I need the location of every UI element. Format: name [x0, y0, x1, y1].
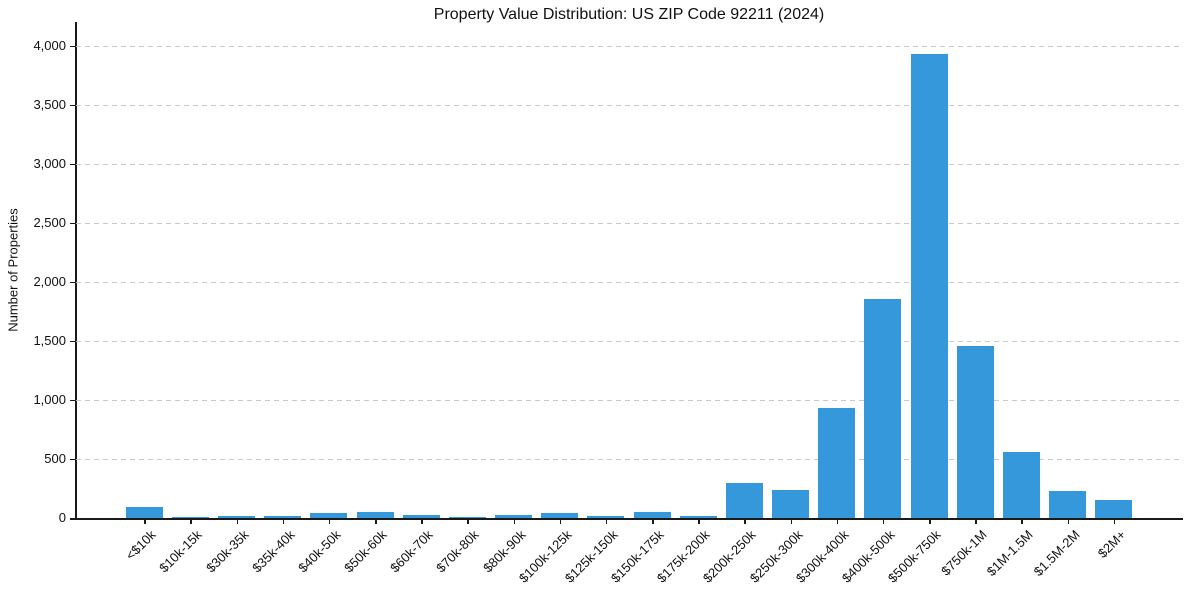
bar — [495, 515, 533, 518]
bar — [218, 516, 256, 518]
x-tick-label: $1.5M-2M — [1030, 527, 1083, 579]
y-tick-label: 1,500 — [33, 332, 66, 348]
chart-title: Property Value Distribution: US ZIP Code… — [433, 6, 825, 23]
x-tick-mark — [882, 519, 885, 524]
bar — [679, 516, 717, 518]
x-tick-label: $50k-60k — [341, 527, 390, 576]
x-tick-mark — [1021, 519, 1023, 524]
bar — [910, 53, 948, 518]
x-tick-mark — [282, 519, 285, 524]
x-tick-mark — [1113, 519, 1116, 524]
gridline — [76, 163, 1183, 165]
x-tick-mark — [328, 519, 331, 524]
bar — [1095, 500, 1133, 518]
x-tick-label: $10k-15k — [156, 527, 206, 576]
x-tick-label: $750k-1M — [938, 527, 990, 579]
y-tick-mark — [70, 45, 75, 48]
gridline — [76, 45, 1183, 47]
bar — [864, 298, 902, 518]
y-tick-label: 2,500 — [33, 214, 66, 230]
x-tick-mark — [236, 519, 239, 524]
bar — [772, 489, 810, 518]
bar — [587, 515, 625, 518]
bar — [541, 512, 579, 518]
bar — [125, 506, 163, 518]
x-tick-mark — [698, 519, 700, 524]
gridline — [76, 104, 1183, 106]
x-tick-mark — [190, 519, 192, 524]
x-tick-label: $70k-80k — [433, 527, 483, 576]
x-tick-label: $35k-40k — [248, 527, 298, 576]
x-axis-spine — [75, 518, 1183, 520]
x-tick-mark — [744, 519, 746, 524]
y-tick-label: 4,000 — [33, 37, 66, 53]
y-tick-mark — [70, 458, 75, 461]
bar — [264, 516, 302, 518]
bar — [1049, 490, 1087, 518]
bar — [171, 516, 209, 518]
x-tick-mark — [605, 519, 608, 524]
bar — [633, 511, 671, 518]
y-tick-mark — [70, 222, 75, 225]
bar — [1002, 451, 1040, 518]
y-tick-mark — [70, 518, 75, 520]
gridline — [76, 399, 1183, 401]
bar — [448, 516, 486, 518]
x-tick-label: $1M-1.5M — [984, 527, 1037, 579]
x-tick-mark — [421, 519, 423, 524]
bar — [818, 407, 856, 518]
bar — [356, 512, 394, 518]
x-tick-mark — [975, 519, 977, 524]
x-tick-mark — [836, 519, 839, 524]
x-tick-label: <$10k — [122, 527, 159, 563]
bar — [956, 346, 994, 518]
x-tick-mark — [513, 519, 516, 524]
x-tick-mark — [144, 519, 146, 524]
y-tick-label: 3,500 — [33, 96, 66, 112]
bar — [402, 515, 440, 518]
x-tick-label: $40k-50k — [295, 527, 344, 576]
y-tick-label: 2,000 — [33, 273, 66, 289]
y-tick-mark — [70, 399, 75, 402]
x-tick-mark — [559, 519, 562, 524]
x-tick-mark — [1067, 519, 1070, 524]
y-tick-mark — [70, 281, 75, 284]
gridline — [76, 458, 1183, 460]
y-axis-spine — [75, 22, 77, 519]
bar — [725, 483, 763, 518]
gridline — [76, 281, 1183, 283]
y-tick-mark — [70, 163, 75, 166]
gridline — [76, 222, 1183, 224]
x-tick-label: $30k-35k — [202, 527, 252, 576]
x-tick-label: $60k-70k — [387, 527, 436, 576]
y-tick-label: 3,000 — [33, 155, 66, 171]
x-tick-mark — [375, 519, 377, 524]
y-tick-label: 0 — [58, 510, 66, 525]
y-tick-mark — [70, 104, 75, 107]
bar — [310, 513, 348, 518]
x-tick-mark — [929, 519, 931, 524]
x-tick-mark — [652, 519, 654, 524]
y-tick-mark — [70, 340, 75, 343]
x-tick-label: $2M+ — [1094, 527, 1129, 561]
x-tick-mark — [790, 519, 793, 524]
gridline — [76, 340, 1183, 342]
x-tick-mark — [467, 519, 469, 524]
y-tick-label: 500 — [44, 450, 66, 466]
y-tick-label: 1,000 — [33, 391, 66, 407]
